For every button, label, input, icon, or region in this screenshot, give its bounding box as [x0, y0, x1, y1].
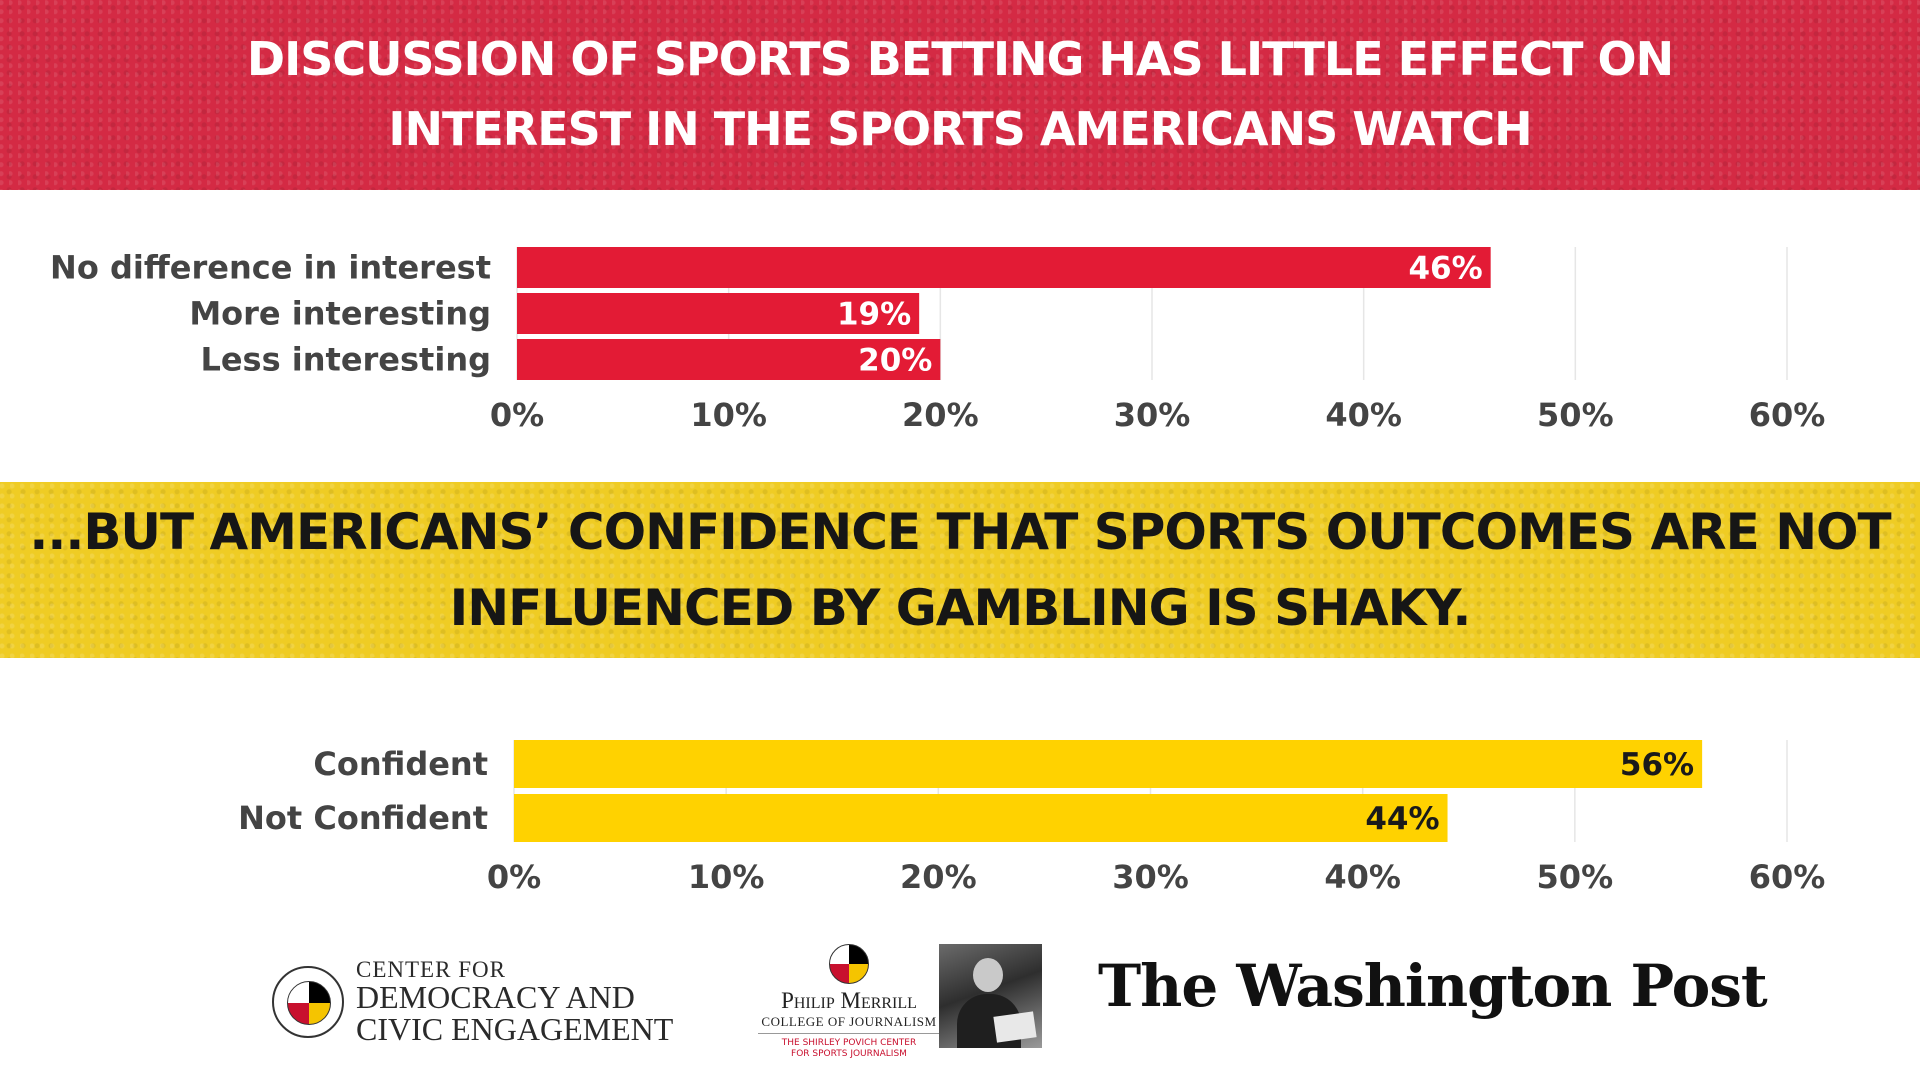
cdce-line-3: CIVIC ENGAGEMENT [356, 1011, 674, 1047]
bar [514, 740, 1703, 788]
category-label: No difference in interest [50, 249, 491, 287]
x-tick-label: 50% [1537, 858, 1614, 896]
value-label: 20% [858, 343, 932, 379]
bottom-headline-line-1: ...BUT AMERICANS’ CONFIDENCE THAT SPORTS… [29, 503, 1891, 561]
x-tick-label: 60% [1749, 396, 1826, 434]
top-headline-line-2: INTEREST IN THE SPORTS AMERICANS WATCH [388, 102, 1532, 156]
category-label: Confident [313, 745, 488, 783]
interest-bar-chart: 0% 10% 20% 30% 40% 50% 60% No difference in int… [50, 247, 1826, 434]
merrill-college-logo: Philip Merrill COLLEGE OF JOURNALISM THE… [758, 944, 940, 1060]
value-label: 44% [1365, 801, 1439, 837]
washington-post-logo: The Washington Post [1098, 952, 1768, 1020]
x-tick-label: 0% [490, 396, 544, 434]
value-label: 46% [1408, 251, 1482, 287]
top-headline-line-1: DISCUSSION OF SPORTS BETTING HAS LITTLE … [246, 32, 1674, 87]
merrill-college: COLLEGE OF JOURNALISM [758, 1014, 940, 1034]
x-tick-label: 30% [1114, 396, 1191, 434]
value-label: 56% [1620, 747, 1694, 783]
umd-small-seal-icon [829, 944, 869, 984]
cdce-logo: CENTER FOR DEMOCRACY AND CIVIC ENGAGEMEN… [272, 958, 673, 1045]
x-tick-label: 10% [688, 858, 765, 896]
x-tick-label: 20% [900, 858, 977, 896]
merrill-name: Philip Merrill [781, 988, 917, 1013]
povich-center-line-2: FOR SPORTS JOURNALISM [791, 1048, 907, 1059]
bar [517, 339, 941, 380]
category-label: More interesting [189, 295, 491, 333]
category-label: Not Confident [238, 799, 488, 837]
top-headline-banner: DISCUSSION OF SPORTS BETTING HAS LITTLE … [0, 0, 1920, 190]
bottom-headline-banner: ...BUT AMERICANS’ CONFIDENCE THAT SPORTS… [0, 482, 1920, 658]
cdce-line-2: DEMOCRACY AND [356, 979, 635, 1015]
umd-seal-icon [272, 965, 344, 1038]
bottom-headline-line-2: INFLUENCED BY GAMBLING IS SHAKY. [449, 579, 1472, 637]
bar [517, 247, 1491, 288]
bar [517, 293, 920, 334]
cdce-line-1: CENTER FOR [356, 957, 506, 982]
category-label: Less interesting [200, 341, 491, 379]
x-tick-label: 50% [1537, 396, 1614, 434]
bar [514, 794, 1448, 842]
value-label: 19% [837, 297, 911, 333]
x-tick-label: 20% [902, 396, 979, 434]
x-tick-label: 40% [1325, 396, 1402, 434]
x-tick-label: 0% [487, 858, 541, 896]
shirley-povich-photo [939, 944, 1042, 1048]
povich-center-line-1: THE SHIRLEY POVICH CENTER [781, 1038, 917, 1048]
x-tick-label: 60% [1749, 858, 1826, 896]
x-tick-label: 30% [1112, 858, 1189, 896]
x-tick-label: 10% [690, 396, 767, 434]
confidence-bar-chart: 0% 10% 20% 30% 40% 50% 60% Confident 56% Not Conf… [238, 740, 1826, 896]
x-tick-label: 40% [1324, 858, 1401, 896]
